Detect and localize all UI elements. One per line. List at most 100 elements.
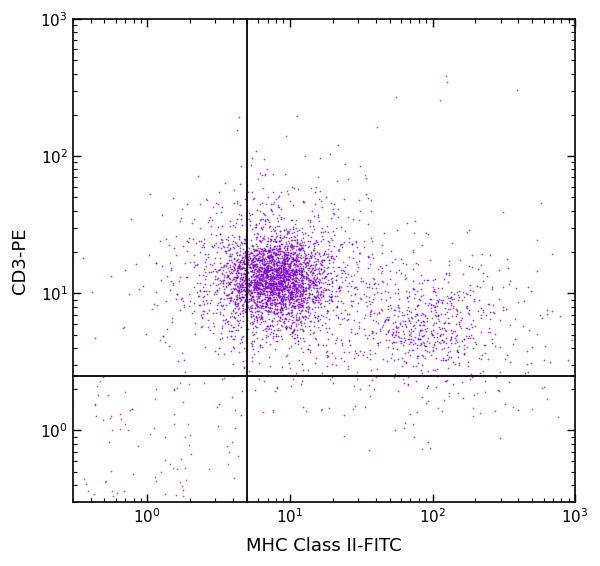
Point (310, 252, 319, 261)
Point (500, 400, 509, 409)
Point (258, 222, 268, 231)
Point (275, 278, 285, 288)
Point (326, 254, 336, 263)
Point (208, 241, 217, 250)
Point (281, 324, 291, 333)
Point (532, 236, 542, 245)
Point (228, 237, 238, 246)
Point (420, 346, 430, 355)
Point (248, 267, 257, 276)
Point (272, 298, 282, 307)
Point (302, 261, 311, 270)
Point (288, 302, 298, 311)
Point (253, 283, 262, 292)
Point (318, 251, 328, 260)
Point (188, 234, 198, 243)
Point (248, 261, 258, 271)
Point (293, 319, 303, 328)
Point (371, 316, 381, 325)
Point (233, 325, 243, 335)
Point (228, 306, 238, 315)
Point (259, 209, 269, 218)
Point (260, 316, 270, 325)
Point (212, 248, 222, 257)
Point (346, 297, 356, 306)
Point (272, 271, 281, 280)
Point (260, 264, 269, 273)
Point (247, 340, 257, 349)
Point (452, 347, 462, 356)
Point (261, 279, 271, 288)
Point (380, 318, 389, 327)
Point (286, 215, 296, 224)
Point (161, 234, 170, 243)
Point (354, 256, 364, 265)
Point (269, 279, 278, 288)
Point (245, 273, 254, 282)
Point (286, 381, 296, 391)
Point (410, 304, 419, 313)
Point (278, 318, 288, 327)
Point (82, 479, 91, 488)
Point (350, 329, 359, 338)
Point (277, 271, 287, 280)
Point (452, 306, 462, 315)
Point (189, 306, 199, 315)
Point (320, 319, 329, 328)
Point (238, 245, 248, 254)
Point (254, 275, 263, 284)
Point (295, 300, 304, 309)
Point (289, 269, 299, 278)
Point (322, 192, 331, 201)
Point (251, 283, 261, 292)
Point (494, 265, 503, 275)
Point (287, 236, 297, 245)
Point (292, 246, 301, 255)
Point (289, 284, 298, 293)
Point (520, 369, 529, 378)
Point (370, 290, 379, 299)
Point (415, 335, 425, 344)
Point (349, 284, 359, 293)
Point (279, 272, 289, 281)
Point (449, 302, 458, 311)
Point (247, 277, 257, 286)
Point (286, 241, 295, 250)
Point (386, 303, 395, 312)
Point (237, 282, 247, 291)
Point (266, 290, 275, 299)
Point (226, 288, 235, 297)
Point (280, 271, 290, 280)
Point (212, 286, 222, 295)
Point (235, 281, 245, 290)
Point (237, 279, 247, 288)
Point (227, 250, 237, 259)
Point (258, 246, 268, 255)
Point (390, 306, 400, 315)
Point (246, 285, 256, 294)
Point (235, 286, 244, 295)
Point (487, 285, 497, 294)
Point (282, 246, 292, 255)
Point (236, 309, 245, 318)
Point (296, 251, 306, 260)
Point (265, 293, 275, 302)
Point (371, 284, 381, 293)
Point (189, 263, 199, 272)
Point (246, 278, 256, 287)
Point (269, 258, 278, 267)
Point (289, 327, 298, 336)
Point (281, 275, 291, 284)
Point (235, 318, 244, 327)
Point (253, 267, 262, 276)
Point (294, 245, 304, 254)
Point (224, 267, 233, 276)
Point (432, 302, 442, 311)
Point (372, 364, 382, 373)
Point (296, 294, 305, 303)
Point (305, 285, 314, 294)
Point (337, 338, 346, 348)
Point (219, 261, 229, 270)
Point (273, 247, 283, 256)
Point (282, 282, 292, 291)
